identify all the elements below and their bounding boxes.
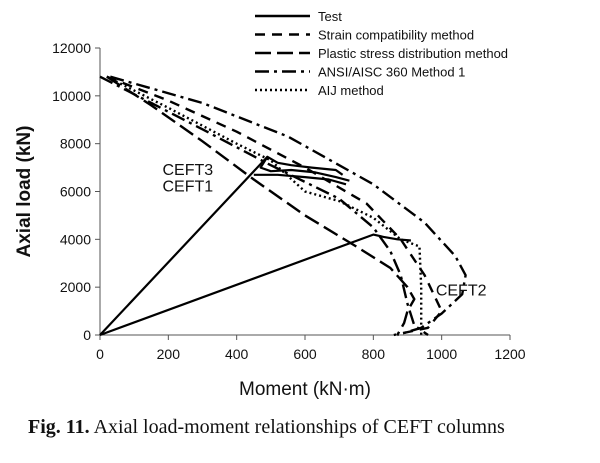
annotation-label: CEFT1 [163,179,214,196]
series-line-1 [106,75,443,337]
series-line-5 [109,75,467,337]
axial-load-moment-chart: 0 2000 4000 6000 8000 10000 12000 0 200 400 600 800… [14,9,526,400]
legend-label: ANSI/AISC 360 Method 1 [318,65,465,80]
annotation-label: CEFT3 [163,162,214,179]
caption-text: Axial load-moment relationships of CEFT … [93,416,505,438]
figure-caption: Fig. 11. Axial load-moment relationships… [28,416,588,439]
y-tick-label: 12000 [52,40,91,56]
series-line-0 [99,155,344,336]
annotation-label: CEFT2 [436,283,487,300]
x-tick-label: 200 [157,346,181,362]
x-tick-label: 600 [293,346,317,362]
y-tick-label: 6000 [60,184,91,200]
y-axis-title: Axial load (kN) [14,126,35,258]
x-tick-label: 400 [225,346,249,362]
x-tick-label: 1200 [494,346,525,362]
legend-label: Test [318,9,342,24]
y-tick-label: 8000 [60,136,91,152]
series-line-0 [253,173,347,186]
series-line-3 [99,75,429,336]
series-line-0 [99,233,411,337]
y-tick-label: 10000 [52,88,91,104]
x-tick-label: 800 [362,346,386,362]
caption-label: Fig. 11. [28,416,90,438]
legend-label: AIJ method [318,83,384,98]
legend-label: Plastic stress distribution method [318,46,508,61]
y-tick-label: 2000 [60,279,91,295]
x-tick-label: 0 [96,346,104,362]
series-line-2 [106,75,416,336]
y-tick-label: 0 [83,327,91,343]
x-axis-title: Moment (kN·m) [239,379,371,400]
legend-label: Strain compatibility method [318,28,474,43]
x-tick-label: 1000 [426,346,457,362]
series-line-0 [259,156,350,182]
y-tick-label: 4000 [60,231,91,247]
series-line-4 [106,75,423,335]
